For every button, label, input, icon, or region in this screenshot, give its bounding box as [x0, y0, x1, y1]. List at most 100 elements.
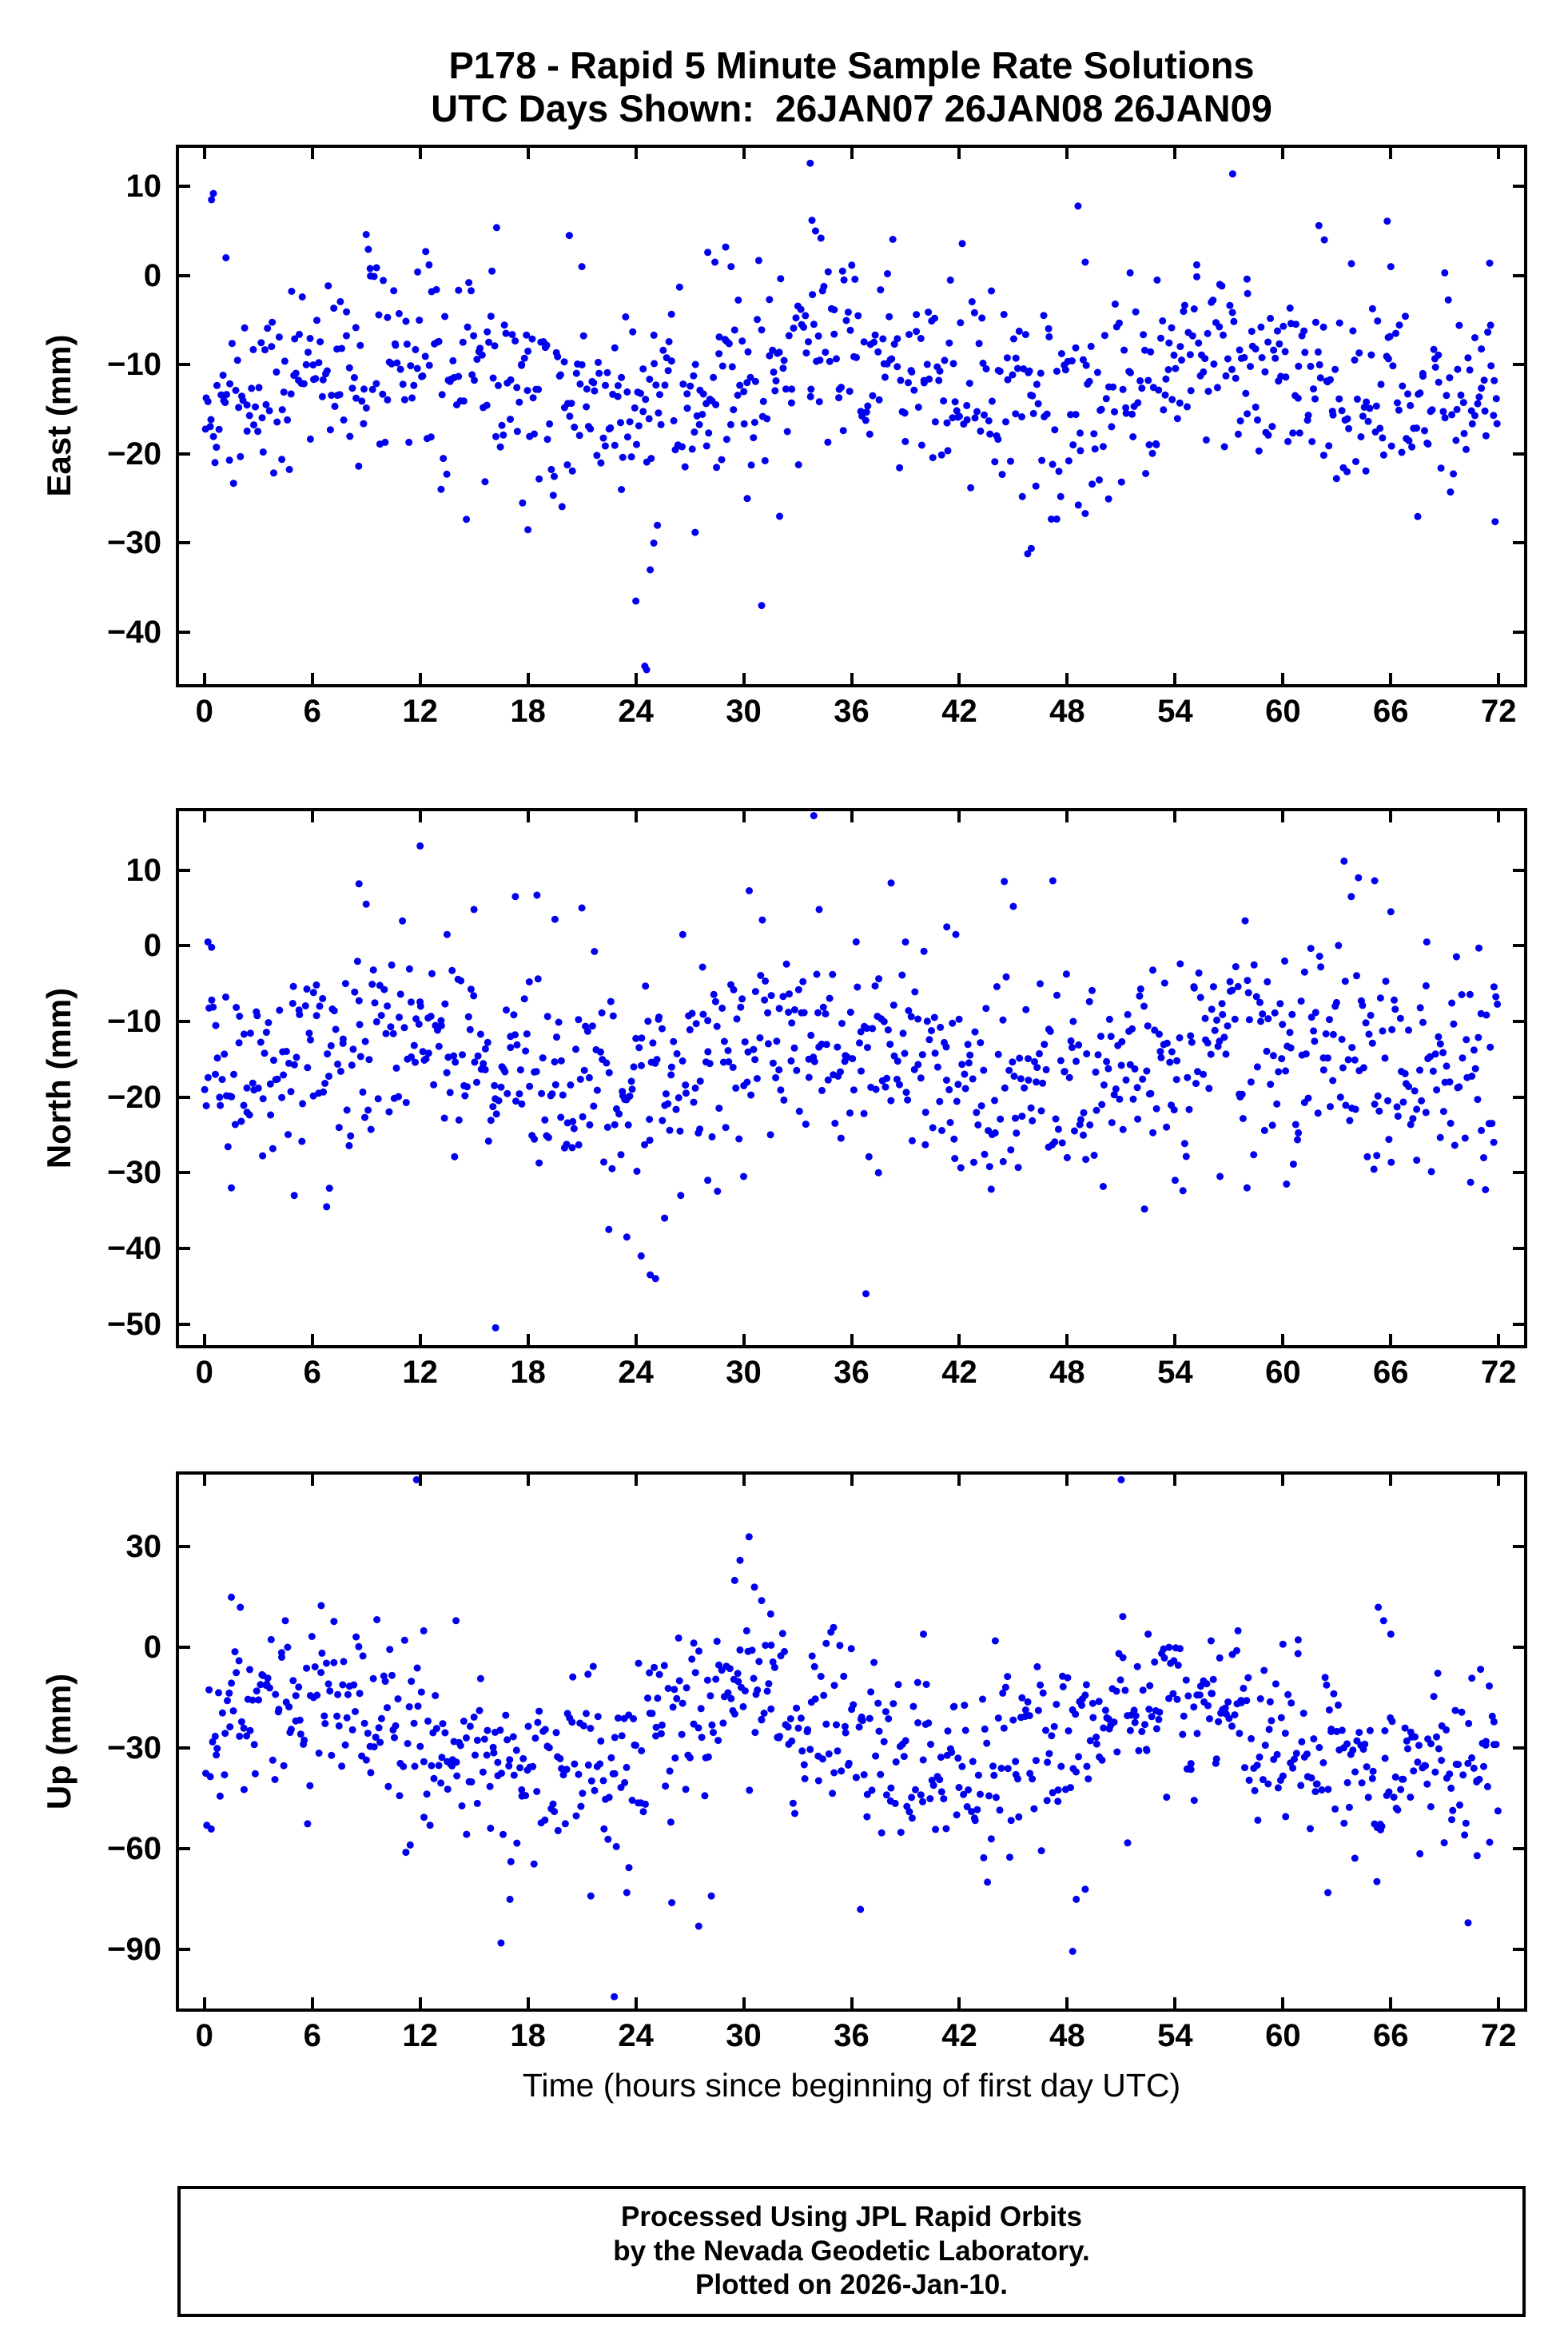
north-data-point	[374, 1095, 382, 1103]
up-data-point	[281, 1617, 289, 1625]
east-data-point	[270, 469, 277, 477]
up-data-point	[754, 1686, 762, 1694]
east-data-point	[846, 326, 854, 334]
up-data-point	[524, 1722, 532, 1730]
east-data-point	[1122, 409, 1130, 417]
east-data-point	[889, 236, 897, 243]
north-data-point	[1468, 1073, 1476, 1080]
up-data-point	[1410, 1767, 1418, 1775]
north-data-point	[1413, 1105, 1421, 1113]
north-data-point	[672, 1105, 680, 1113]
east-data-point	[1234, 430, 1242, 438]
north-data-point	[1133, 1084, 1141, 1092]
up-data-point	[271, 1776, 279, 1783]
up-data-point	[617, 1784, 625, 1791]
up-data-point	[847, 1645, 855, 1653]
east-data-point	[618, 486, 626, 493]
east-y-tick-label: −10	[107, 347, 161, 383]
north-data-point	[1057, 1057, 1065, 1065]
east-data-point	[1045, 332, 1053, 340]
north-y-tick-label: −10	[107, 1004, 161, 1039]
up-data-point	[853, 1774, 860, 1782]
up-data-point	[1465, 1719, 1473, 1727]
east-data-point	[1057, 492, 1065, 500]
east-data-point	[738, 337, 746, 345]
north-data-point	[1149, 966, 1156, 974]
north-data-point	[730, 985, 738, 993]
north-data-point	[267, 1111, 275, 1119]
up-data-point	[778, 1630, 786, 1638]
east-data-point	[1387, 263, 1395, 271]
north-data-point	[222, 993, 229, 1001]
up-data-point	[587, 1725, 595, 1732]
east-data-point	[370, 273, 378, 281]
east-data-point	[407, 362, 415, 370]
up-data-point	[791, 1809, 798, 1817]
north-data-point	[735, 1135, 743, 1143]
north-data-point	[677, 1192, 685, 1200]
up-data-point	[206, 1773, 214, 1781]
up-data-point	[990, 1771, 998, 1779]
east-data-point	[1240, 353, 1248, 361]
up-data-point	[806, 1746, 814, 1754]
east-data-point	[743, 379, 751, 387]
east-data-point	[1386, 332, 1394, 340]
north-data-point	[484, 1038, 491, 1046]
east-data-point	[1474, 400, 1482, 408]
north-data-point	[532, 1068, 540, 1076]
up-data-point	[784, 1723, 792, 1731]
east-data-point	[1161, 391, 1169, 399]
up-data-point	[625, 1864, 633, 1872]
east-data-point	[1134, 399, 1142, 407]
east-data-point	[498, 421, 506, 429]
up-data-point	[604, 1835, 612, 1843]
up-data-point	[669, 1703, 677, 1711]
up-data-point	[1156, 1708, 1164, 1716]
north-data-point	[1170, 1106, 1178, 1114]
north-data-point	[1374, 1092, 1382, 1100]
north-data-point	[834, 1043, 842, 1051]
up-data-point	[1100, 1724, 1108, 1732]
north-data-point	[1058, 1139, 1066, 1147]
up-data-point	[373, 1616, 381, 1623]
east-data-point	[830, 330, 838, 338]
up-data-point	[644, 1694, 651, 1702]
up-data-point	[213, 1751, 221, 1759]
up-data-point	[1113, 1748, 1121, 1756]
north-data-point	[964, 1041, 972, 1049]
north-data-point	[325, 1073, 332, 1081]
up-data-point	[430, 1774, 438, 1782]
up-data-point	[1184, 1692, 1192, 1700]
east-data-point	[1261, 368, 1269, 376]
north-data-point	[965, 1059, 973, 1067]
north-data-point	[664, 1100, 672, 1108]
up-data-point	[414, 1702, 422, 1710]
up-data-point	[1379, 1617, 1387, 1625]
up-data-point	[800, 1761, 808, 1769]
north-data-point	[710, 990, 718, 998]
up-data-point	[979, 1695, 986, 1703]
north-data-point	[1371, 1101, 1379, 1108]
north-data-point	[633, 1168, 641, 1175]
up-data-point	[559, 1771, 567, 1779]
east-data-point	[1368, 305, 1376, 313]
up-data-point	[1435, 1745, 1443, 1753]
up-data-point	[686, 1754, 694, 1762]
north-data-point	[208, 943, 216, 951]
north-data-point	[1218, 1000, 1226, 1008]
north-data-point	[856, 1039, 863, 1047]
east-data-point	[1109, 383, 1117, 391]
north-data-point	[1287, 1044, 1295, 1052]
up-data-point	[611, 1734, 619, 1742]
north-data-point	[609, 1012, 617, 1020]
north-data-point	[467, 985, 475, 993]
east-data-point	[839, 427, 847, 435]
north-data-point	[1335, 942, 1343, 950]
up-data-point	[284, 1643, 292, 1651]
north-data-point	[1480, 1154, 1487, 1161]
east-data-point	[1431, 364, 1439, 371]
north-data-point	[951, 1155, 959, 1162]
north-data-point	[1388, 1025, 1396, 1033]
north-data-point	[1190, 984, 1198, 992]
east-data-point	[1202, 436, 1210, 444]
